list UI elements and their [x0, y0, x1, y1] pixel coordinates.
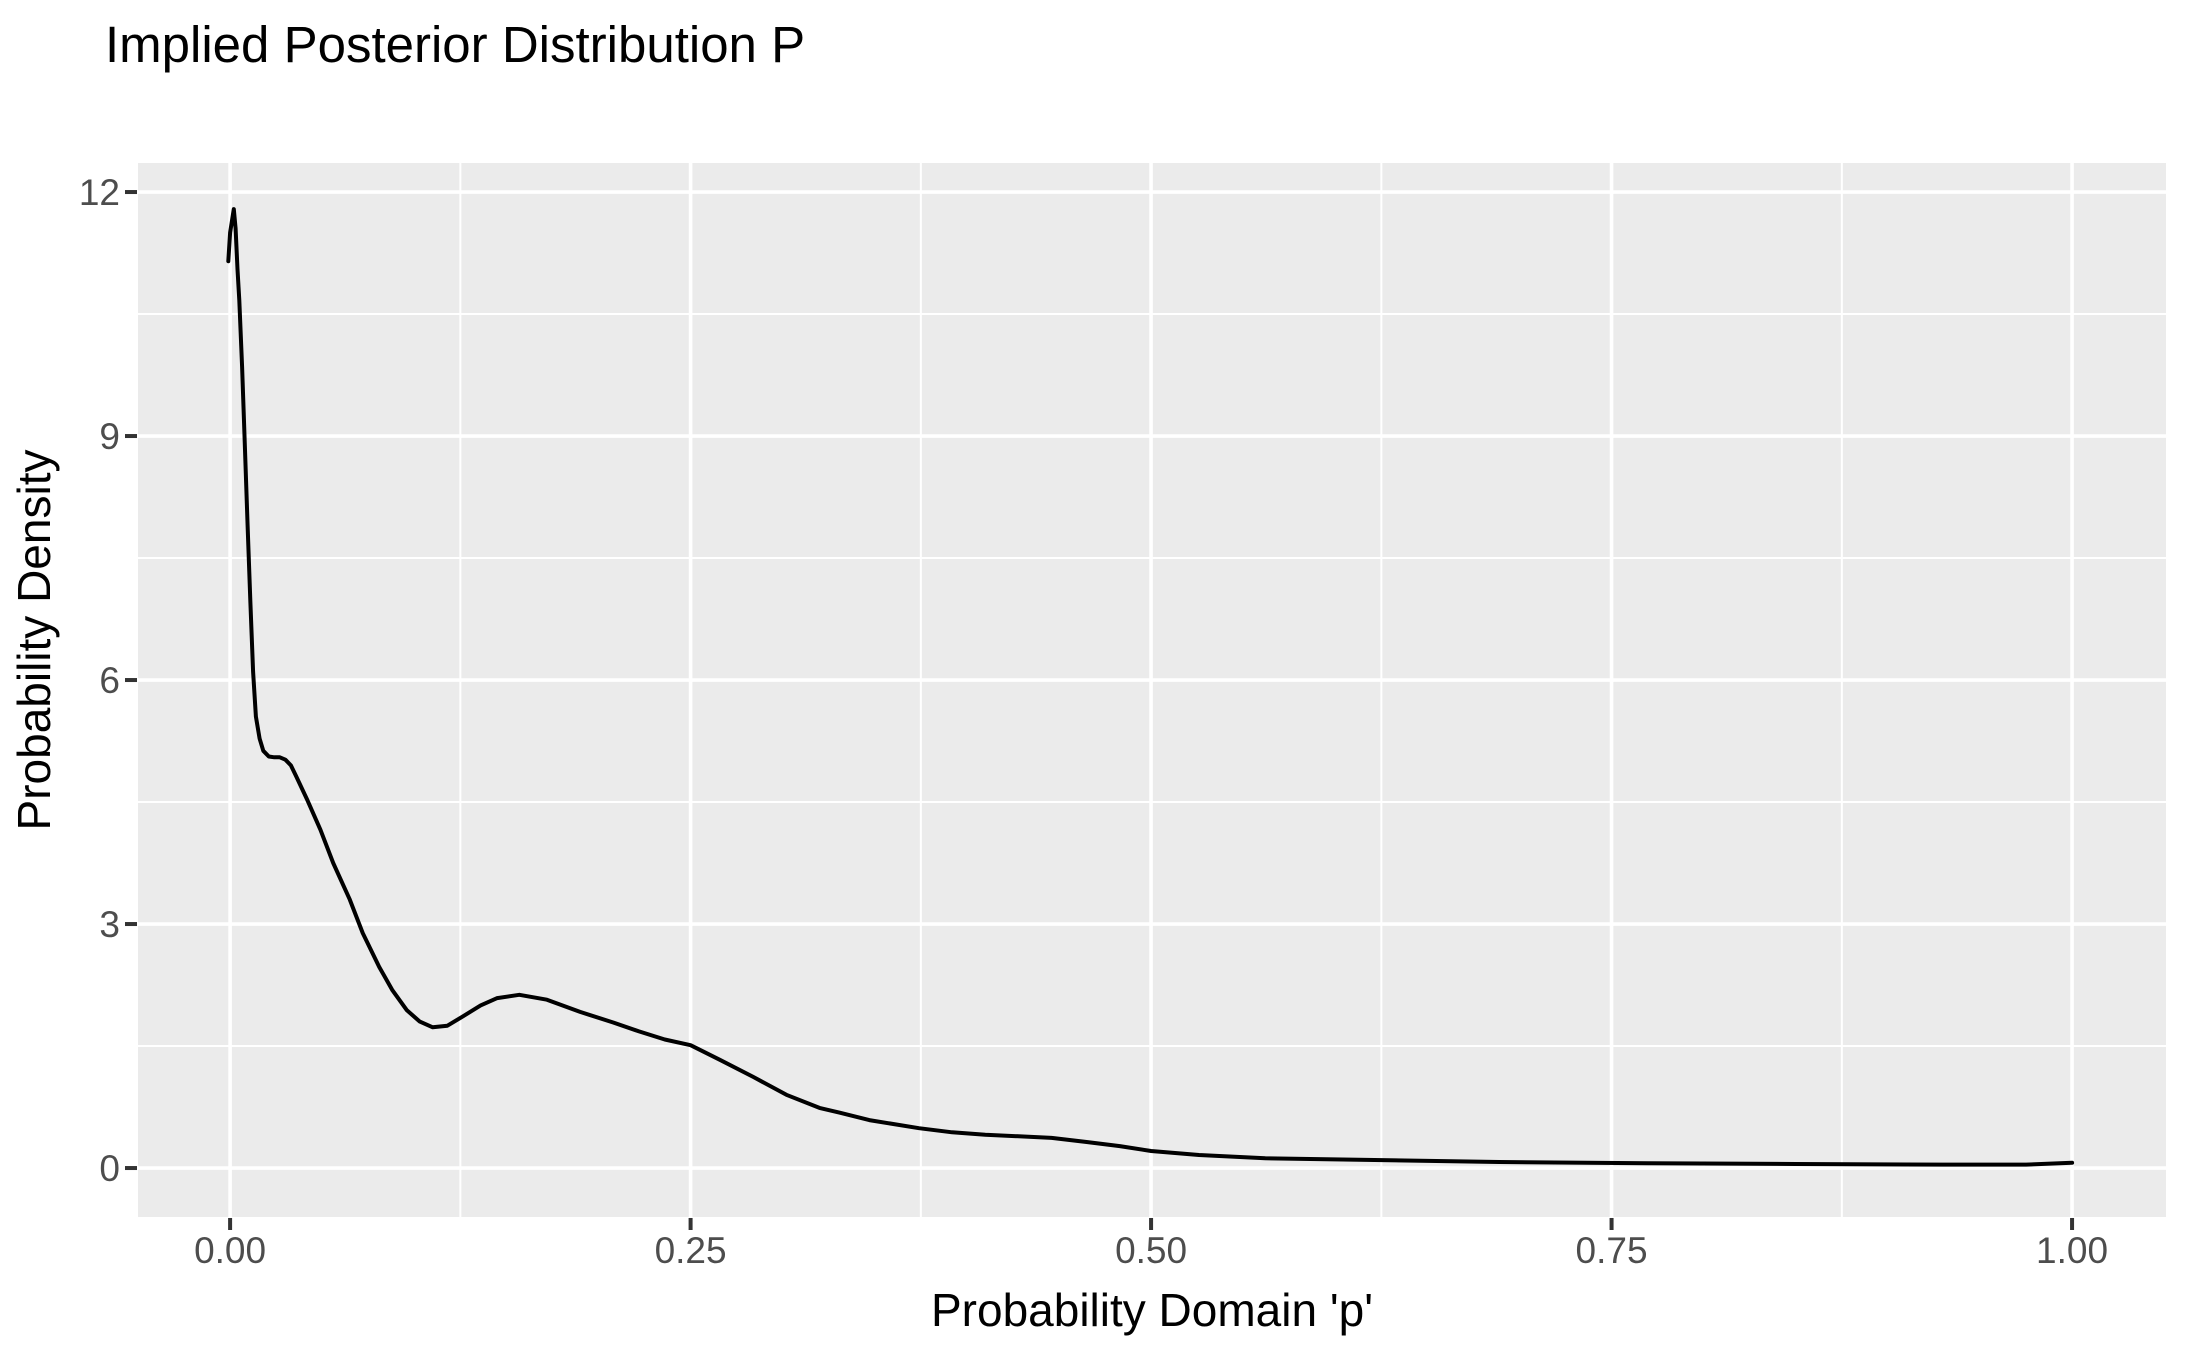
curve-layer — [226, 207, 2075, 1167]
y-axis-tick-label: 9 — [99, 416, 120, 457]
major-gridlines — [138, 163, 2166, 1217]
x-axis-tick-label: 0.50 — [1115, 1230, 1187, 1271]
y-axis-title: Probability Density — [8, 450, 60, 831]
density-curve — [226, 207, 2075, 1167]
y-axis-tick-label: 6 — [99, 660, 120, 701]
y-axis-tick-label: 3 — [99, 904, 120, 945]
x-axis-tick-label: 0.75 — [1576, 1230, 1648, 1271]
x-axis-tick-label: 0.00 — [194, 1230, 266, 1271]
x-axis-tick-label: 1.00 — [2036, 1230, 2108, 1271]
y-axis-tick-label: 12 — [79, 172, 120, 213]
axis-tick-labels: 0.00 0.25 0.50 0.75 1.00 0 3 6 9 12 — [79, 172, 2108, 1271]
axis-tick-marks — [125, 190, 2075, 1230]
x-axis-title: Probability Domain 'p' — [931, 1284, 1373, 1336]
x-axis-tick-label: 0.25 — [655, 1230, 727, 1271]
chart-title: Implied Posterior Distribution P — [105, 16, 805, 73]
y-axis-tick-label: 0 — [99, 1148, 120, 1189]
